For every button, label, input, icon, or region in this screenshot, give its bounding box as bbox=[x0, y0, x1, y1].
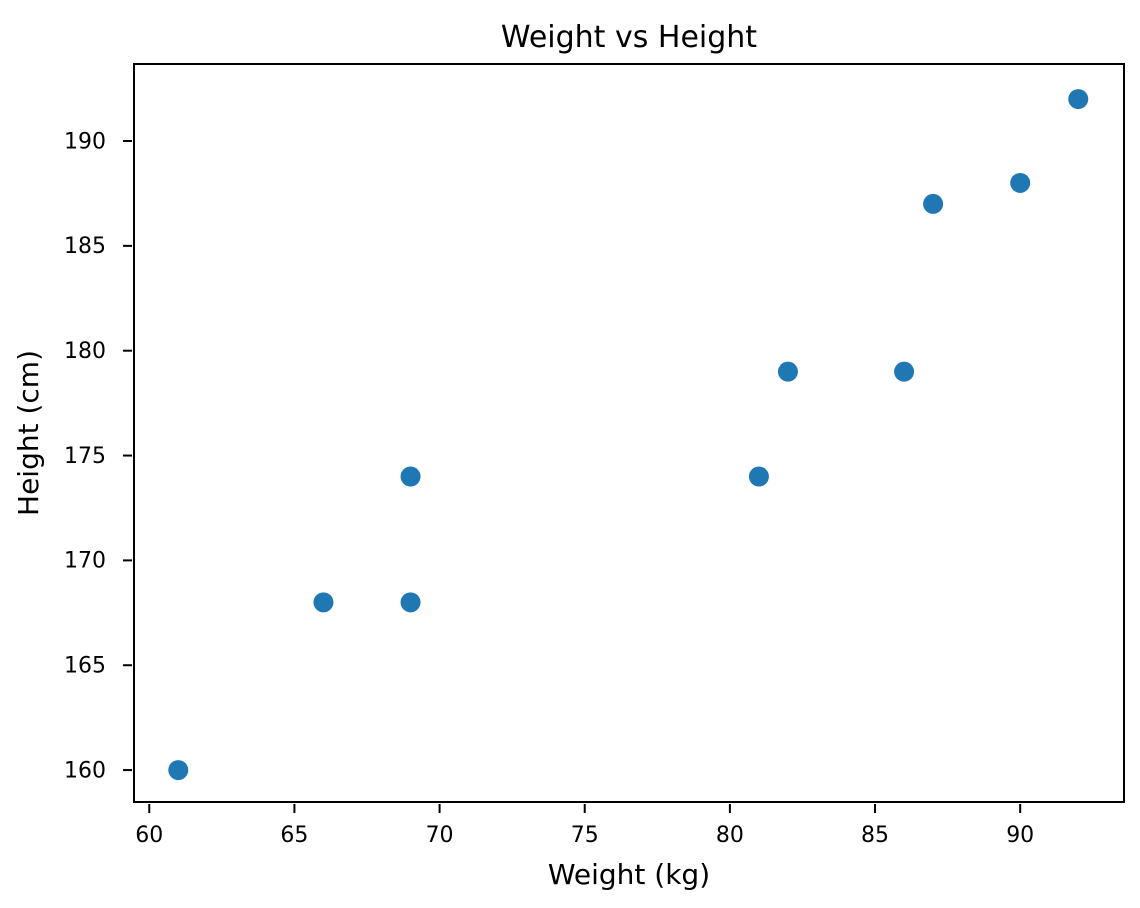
y-tick-label: 170 bbox=[64, 549, 106, 574]
x-tick-label: 65 bbox=[280, 823, 308, 848]
data-point bbox=[748, 466, 769, 487]
x-tick-label: 75 bbox=[571, 823, 599, 848]
data-point bbox=[400, 592, 421, 613]
x-tick-label: 90 bbox=[1006, 823, 1034, 848]
data-point bbox=[923, 193, 944, 214]
data-point bbox=[777, 361, 798, 382]
y-tick-label: 185 bbox=[64, 234, 106, 259]
y-tick-label: 180 bbox=[64, 339, 106, 364]
y-axis-ticks: 160 165 170 175 180 185 190 bbox=[64, 129, 132, 783]
x-axis-ticks: 60 65 70 75 80 85 90 bbox=[135, 804, 1034, 848]
x-tick-label: 85 bbox=[861, 823, 889, 848]
data-point bbox=[313, 592, 334, 613]
scatter-points bbox=[168, 89, 1089, 781]
data-point bbox=[400, 466, 421, 487]
x-tick-label: 60 bbox=[135, 823, 163, 848]
data-point bbox=[1068, 89, 1089, 110]
y-tick-label: 190 bbox=[64, 129, 106, 154]
y-tick-label: 160 bbox=[64, 758, 106, 783]
x-axis-label: Weight (kg) bbox=[548, 858, 710, 891]
chart-title: Weight vs Height bbox=[501, 20, 757, 55]
y-tick-label: 165 bbox=[64, 653, 106, 678]
plot-area-border bbox=[133, 63, 1125, 803]
data-point bbox=[894, 361, 915, 382]
data-point bbox=[1010, 172, 1031, 193]
x-tick-label: 80 bbox=[716, 823, 744, 848]
y-axis-label: Height (cm) bbox=[12, 350, 45, 516]
x-tick-label: 70 bbox=[426, 823, 454, 848]
y-tick-label: 175 bbox=[64, 444, 106, 469]
data-point bbox=[168, 760, 189, 781]
